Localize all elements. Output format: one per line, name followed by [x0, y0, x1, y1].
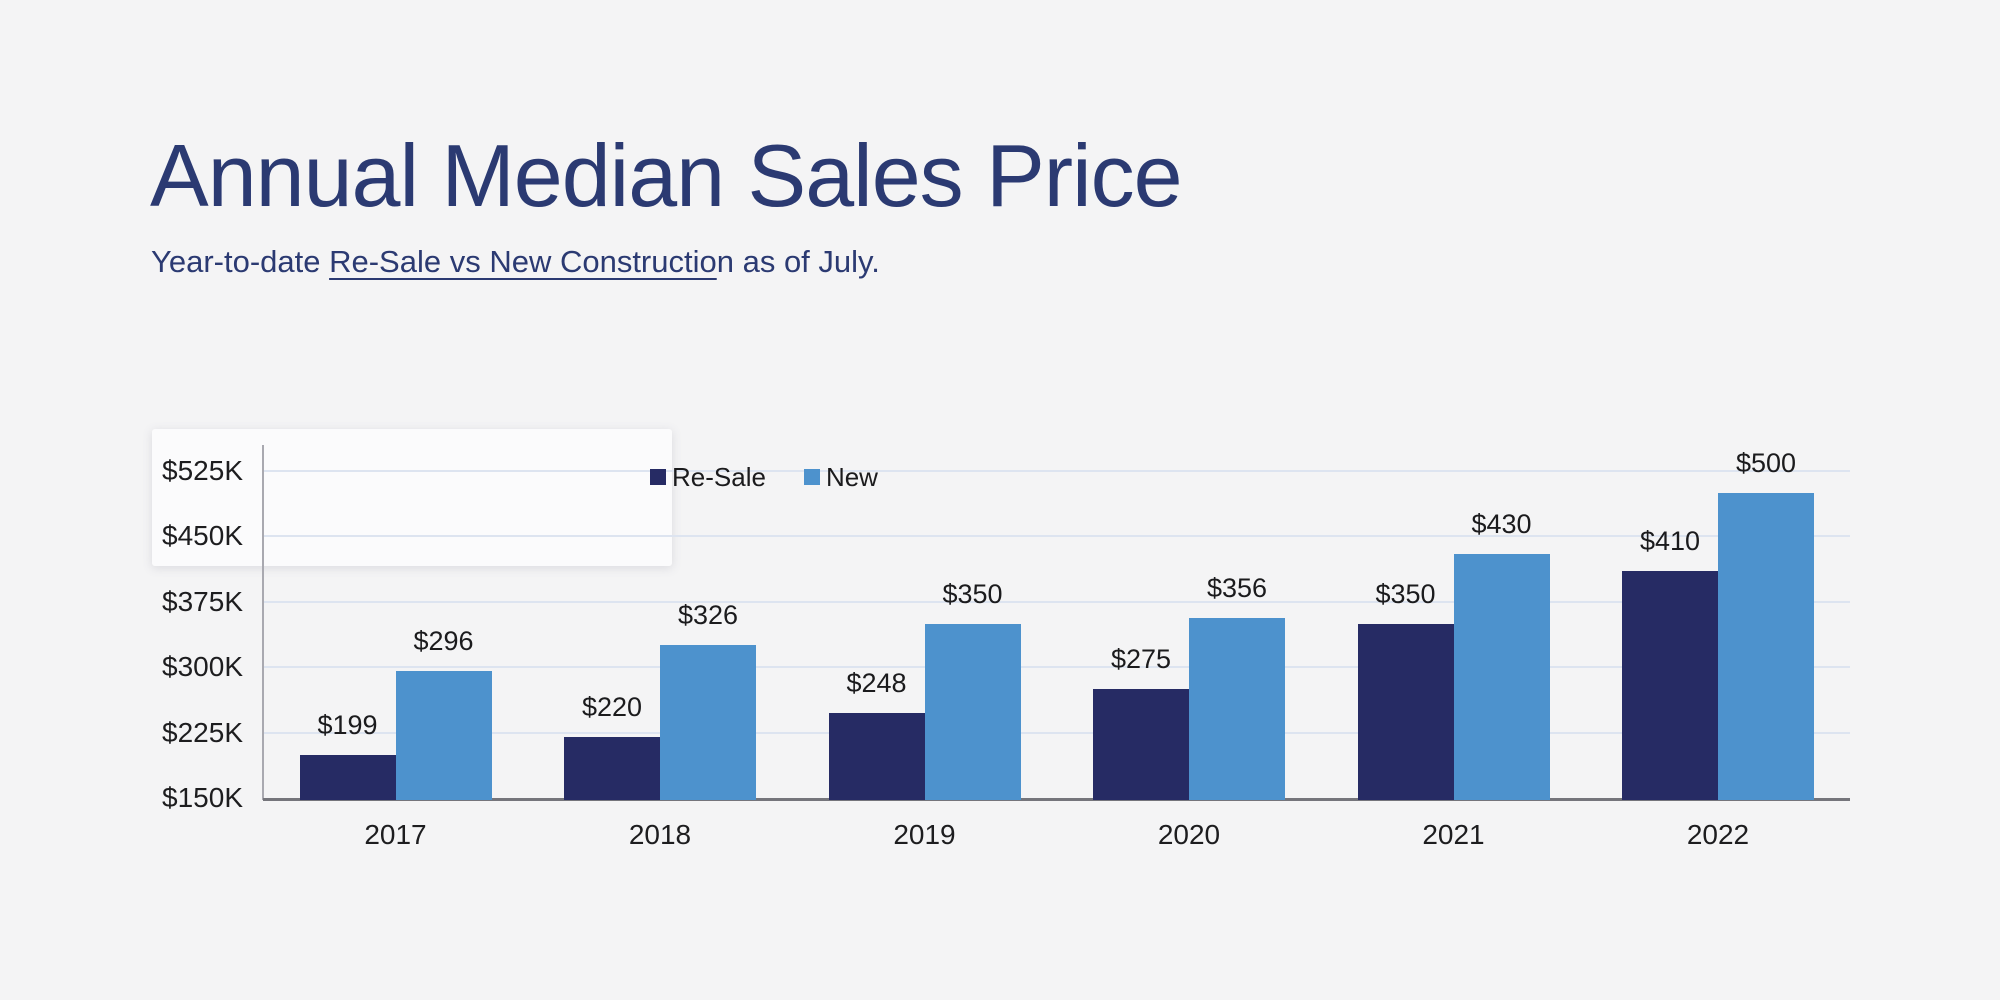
- page-title: Annual Median Sales Price: [150, 126, 1183, 225]
- y-axis-tick-label: $225K: [162, 716, 243, 748]
- bar-value-label: $296: [413, 625, 474, 656]
- y-axis-tick-label: $375K: [162, 585, 243, 617]
- x-axis-tick-label: 2022: [1686, 819, 1750, 850]
- bar-value-label: $356: [1206, 573, 1268, 604]
- subtitle-prefix: Year-to-date: [151, 244, 330, 279]
- x-axis-tick-label: 2017: [364, 819, 427, 850]
- bar-resale-2018: [564, 736, 660, 800]
- x-axis-line: [263, 798, 1850, 801]
- new-swatch-icon: [803, 469, 820, 485]
- y-axis-tick-label: $150K: [162, 782, 243, 813]
- bar-value-label: $430: [1471, 508, 1532, 539]
- bar-value-label: $350: [1375, 578, 1436, 609]
- bar-new-2020: [1189, 618, 1285, 800]
- y-axis-tick-label: $525K: [162, 455, 243, 486]
- x-axis-tick-label: 2019: [893, 819, 956, 850]
- bar-value-label: $248: [846, 667, 907, 698]
- bar-value-label: $500: [1735, 447, 1797, 478]
- bar-new-2021: [1453, 553, 1550, 800]
- bar-resale-2020: [1093, 689, 1189, 800]
- legend-item-resale: Re-Sale: [650, 462, 766, 492]
- x-axis-tick-label: 2021: [1422, 819, 1485, 850]
- bar-resale-2022: [1622, 571, 1718, 800]
- bar-new-2019: [924, 623, 1021, 800]
- bar-value-label: $350: [942, 578, 1003, 609]
- bar-value-label: $326: [677, 599, 739, 630]
- chart-legend: Re-Sale New: [650, 462, 878, 492]
- bar-value-label: $199: [317, 710, 378, 741]
- bar-new-2018: [660, 644, 756, 800]
- gridline: [263, 731, 1850, 734]
- y-axis-tick-label: $300K: [162, 651, 243, 683]
- highlight-panel: [152, 429, 672, 566]
- chart-header: Annual Median Sales Price Year-to-date R…: [150, 126, 1183, 282]
- subtitle-link[interactable]: Re-Sale vs New Constructio: [329, 244, 717, 279]
- legend-item-new: New: [803, 462, 878, 492]
- bar-new-2022: [1718, 492, 1814, 800]
- bar-resale-2019: [828, 712, 925, 800]
- gridline: [263, 535, 1850, 538]
- y-axis-line: [262, 445, 264, 800]
- bar-resale-2017: [299, 755, 396, 800]
- bar-value-label: $410: [1639, 526, 1701, 557]
- gridline: [263, 600, 1850, 603]
- subtitle-suffix: n as of July.: [716, 244, 880, 279]
- x-axis-tick-label: 2018: [628, 819, 692, 850]
- bar-value-label: $275: [1110, 644, 1172, 674]
- x-axis-tick-label: 2020: [1157, 819, 1221, 850]
- legend-label-new: New: [825, 462, 878, 492]
- bar-value-label: $220: [581, 691, 643, 722]
- chart-subtitle: Year-to-date Re-Sale vs New Construction…: [151, 242, 1182, 282]
- bar-new-2017: [395, 670, 492, 800]
- resale-swatch-icon: [650, 469, 666, 485]
- legend-label-resale: Re-Sale: [672, 462, 766, 492]
- y-axis-tick-label: $450K: [162, 520, 243, 552]
- gridline: [263, 666, 1850, 669]
- gridline: [263, 470, 1850, 472]
- bar-resale-2021: [1357, 623, 1454, 800]
